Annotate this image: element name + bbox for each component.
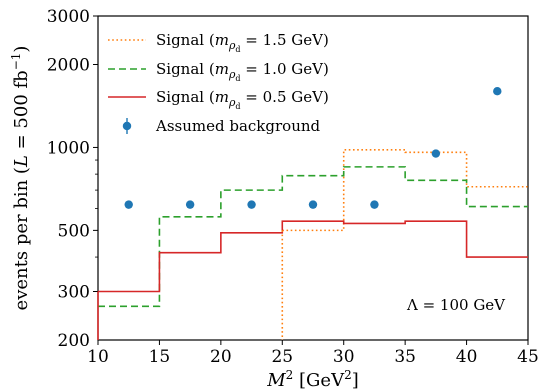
legend-label: Signal (mρd = 1.0 GeV) <box>156 60 329 83</box>
background-point <box>308 200 318 209</box>
x-tick-label: 15 <box>149 347 171 367</box>
y-tick-label: 1000 <box>47 138 90 158</box>
y-tick-label: 500 <box>58 221 90 241</box>
x-tick-label: 35 <box>394 347 416 367</box>
legend-label: Assumed background <box>155 117 321 135</box>
plot-frame <box>97 15 529 341</box>
lambda-annotation: Λ = 100 GeV <box>406 296 506 314</box>
background-point <box>493 87 502 96</box>
y-tick-label: 2000 <box>47 56 90 76</box>
x-tick-label: 40 <box>456 347 478 367</box>
background-point <box>124 200 133 209</box>
series-layer <box>97 87 528 340</box>
ticks: 10 15 20 25 30 35 40 45 300 500 1000 2000 3000 200 <box>47 7 539 367</box>
x-axis-title: M2 [GeV2] <box>266 368 359 391</box>
x-tick-label: 45 <box>517 347 539 367</box>
x-tick-label: 30 <box>333 347 355 367</box>
signal-1p0-line <box>98 166 528 308</box>
background-point <box>185 200 195 209</box>
legend-marker-background <box>122 121 132 131</box>
y-tick-label: 200 <box>58 331 90 351</box>
y-axis-title: events per bin (L = 500 fb−1) <box>9 46 32 311</box>
signal-1p5-line <box>282 149 528 232</box>
legend-label: Signal (mρd = 0.5 GeV) <box>156 88 329 111</box>
background-point <box>370 200 379 209</box>
x-tick-label: 10 <box>87 347 109 367</box>
background-point <box>431 149 441 158</box>
background-point <box>247 200 256 209</box>
x-tick-label: 25 <box>271 347 293 367</box>
signal-0p5-line <box>98 220 528 293</box>
legend-label: Signal (mρd = 1.5 GeV) <box>156 31 329 54</box>
y-tick-label: 300 <box>58 282 90 302</box>
y-tick-label: 3000 <box>47 7 90 27</box>
legend: Signal (mρd = 1.5 GeV) Signal (mρd = 1.0 … <box>108 31 329 135</box>
x-tick-label: 20 <box>210 347 232 367</box>
